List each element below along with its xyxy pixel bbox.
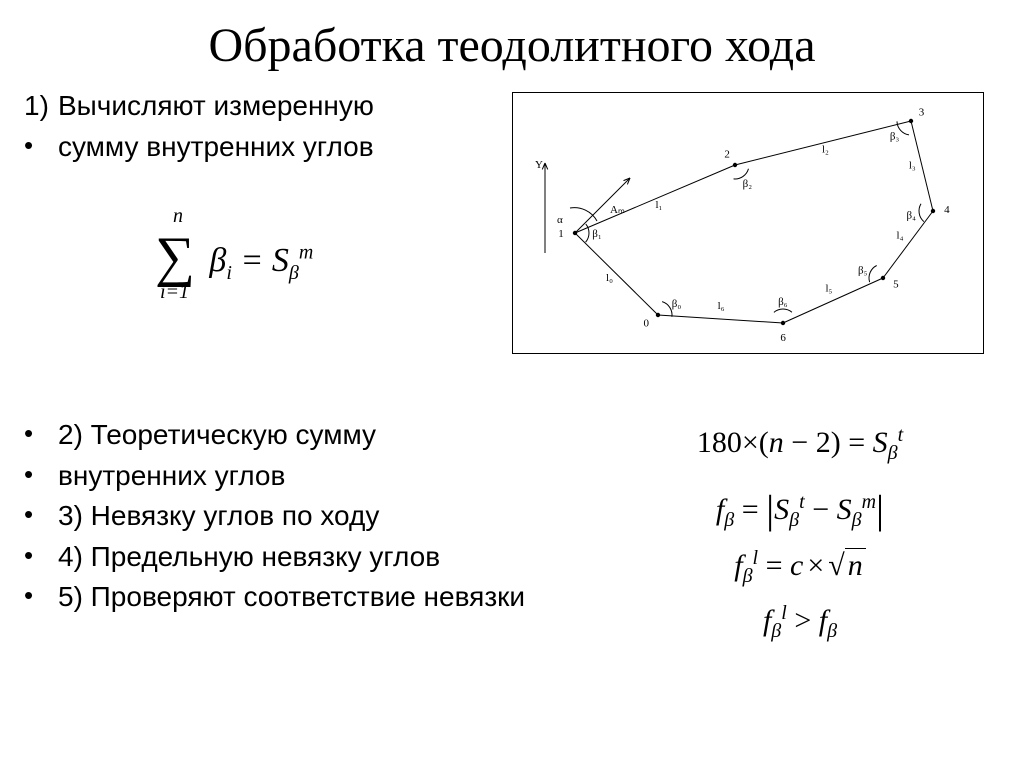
bullet-icon: • <box>24 537 58 575</box>
list-item: • 2) Теоретическую сумму <box>24 415 624 456</box>
f2-S1sub: β <box>789 509 799 531</box>
list-item: • 5) Проверяют соответствие невязки <box>24 577 624 618</box>
f2-fsub: β <box>724 509 734 531</box>
bullet-icon: • <box>24 456 58 494</box>
list-text: сумму внутренних углов <box>58 127 494 168</box>
svg-text:β₁: β₁ <box>592 228 602 240</box>
f1-left: 180×( <box>697 426 769 459</box>
sum-lower: i=1 <box>160 281 189 304</box>
f3-f: f <box>734 549 742 582</box>
list-item: • 4) Предельную невязку углов <box>24 537 624 578</box>
svg-text:l₃: l₃ <box>909 159 916 171</box>
f4-f2: f <box>819 604 827 637</box>
f2-S2sup: m <box>862 491 876 513</box>
list-item: 1) Вычисляют измеренную <box>24 86 494 127</box>
f3-eq: = <box>758 549 790 582</box>
f1-Ssup: t <box>898 424 904 446</box>
sigma-icon: ∑ n i=1 <box>155 225 195 289</box>
f2-f: f <box>716 493 724 526</box>
svg-text:α: α <box>557 214 563 226</box>
traverse-diagram: Y Aₘ α l₀ l₁ l₂ l₃ l₄ l₅ l₆ β₁ β₂ β₃ β₄ β₅ β₆ β₀ 0 1 2 3 4 5 6 <box>512 92 984 354</box>
list-text: внутренних углов <box>58 456 624 497</box>
equals: = <box>240 242 271 279</box>
f1-Ssub: β <box>888 442 898 464</box>
svg-text:β₃: β₃ <box>890 131 900 143</box>
f2-S1: S <box>774 493 789 526</box>
f2-minus: − <box>805 493 837 526</box>
upper-list: 1) Вычисляют измеренную • сумму внутренн… <box>24 86 494 167</box>
svg-text:1: 1 <box>558 228 564 240</box>
f3-c: c <box>790 549 803 582</box>
svg-text:l₄: l₄ <box>897 230 904 242</box>
beta: β <box>209 242 226 279</box>
f1-S: S <box>873 426 888 459</box>
svg-text:2: 2 <box>724 148 730 160</box>
svg-text:β₆: β₆ <box>778 296 788 308</box>
list-text: 2) Теоретическую сумму <box>58 415 624 456</box>
svg-text:β₅: β₅ <box>858 264 868 276</box>
lower-list: • 2) Теоретическую сумму • внутренних уг… <box>24 415 624 618</box>
svg-text:6: 6 <box>780 332 786 344</box>
svg-text:4: 4 <box>944 204 950 216</box>
formula-row-2: fβ = |Sβt − Sβm| <box>590 475 1010 537</box>
list-item: • 3) Невязку углов по ходу <box>24 496 624 537</box>
svg-text:5: 5 <box>893 278 899 290</box>
abs-close: | <box>876 487 884 532</box>
svg-text:β₂: β₂ <box>743 178 753 190</box>
page-title: Обработка теодолитного хода <box>0 0 1024 83</box>
formula-row-1: 180×(n − 2) = Sβt <box>590 420 1010 469</box>
sqrt-icon: √ <box>828 549 844 582</box>
bullet-icon: • <box>24 577 58 615</box>
list-item: • сумму внутренних углов <box>24 127 494 168</box>
f4-f1sub: β <box>771 620 781 642</box>
formulas-block: 180×(n − 2) = Sβt fβ = |Sβt − Sβm| fβl =… <box>590 420 1010 653</box>
svg-text:β₀: β₀ <box>672 298 682 310</box>
svg-text:3: 3 <box>919 107 925 119</box>
f2-eq: = <box>734 493 766 526</box>
f1-n: n <box>769 426 784 459</box>
svg-text:0: 0 <box>643 318 649 330</box>
f3-n: n <box>845 548 866 582</box>
svg-text:l₀: l₀ <box>606 272 613 284</box>
sum-upper: n <box>173 205 183 228</box>
svg-text:l₆: l₆ <box>718 300 725 312</box>
formula-body: βi = Sβm <box>209 242 313 279</box>
formula-sum: ∑ n i=1 βi = Sβm <box>155 225 313 289</box>
svg-text:β₄: β₄ <box>907 209 917 221</box>
f3-fsub: β <box>743 565 753 587</box>
svg-text:l₅: l₅ <box>825 282 832 294</box>
list-prefix: 1) <box>24 86 58 127</box>
list-text: 5) Проверяют соответствие невязки <box>58 577 624 618</box>
svg-text:Aₘ: Aₘ <box>610 204 625 216</box>
f4-gt: > <box>787 604 819 637</box>
f2-S2sub: β <box>852 509 862 531</box>
S-sup: m <box>299 242 313 264</box>
list-item: • внутренних углов <box>24 456 624 497</box>
S-sub: β <box>289 262 299 284</box>
svg-text:l₂: l₂ <box>822 144 829 156</box>
bullet-icon: • <box>24 496 58 534</box>
f2-S2: S <box>837 493 852 526</box>
list-text: 4) Предельную невязку углов <box>58 537 624 578</box>
formula-row-4: fβl > fβ <box>590 598 1010 647</box>
list-text: Вычисляют измеренную <box>58 86 494 127</box>
f1-mid: − 2) = <box>784 426 873 459</box>
S: S <box>272 242 289 279</box>
bullet-icon: • <box>24 415 58 453</box>
svg-text:l₁: l₁ <box>655 199 662 211</box>
svg-text:Y: Y <box>535 159 543 171</box>
formula-row-3: fβl = c×√n <box>590 543 1010 592</box>
bullet-icon: • <box>24 127 58 165</box>
f3-times: × <box>807 549 824 582</box>
list-text: 3) Невязку углов по ходу <box>58 496 624 537</box>
sub-i: i <box>226 262 232 284</box>
f4-f2sub: β <box>827 620 837 642</box>
abs-open: | <box>766 487 774 532</box>
